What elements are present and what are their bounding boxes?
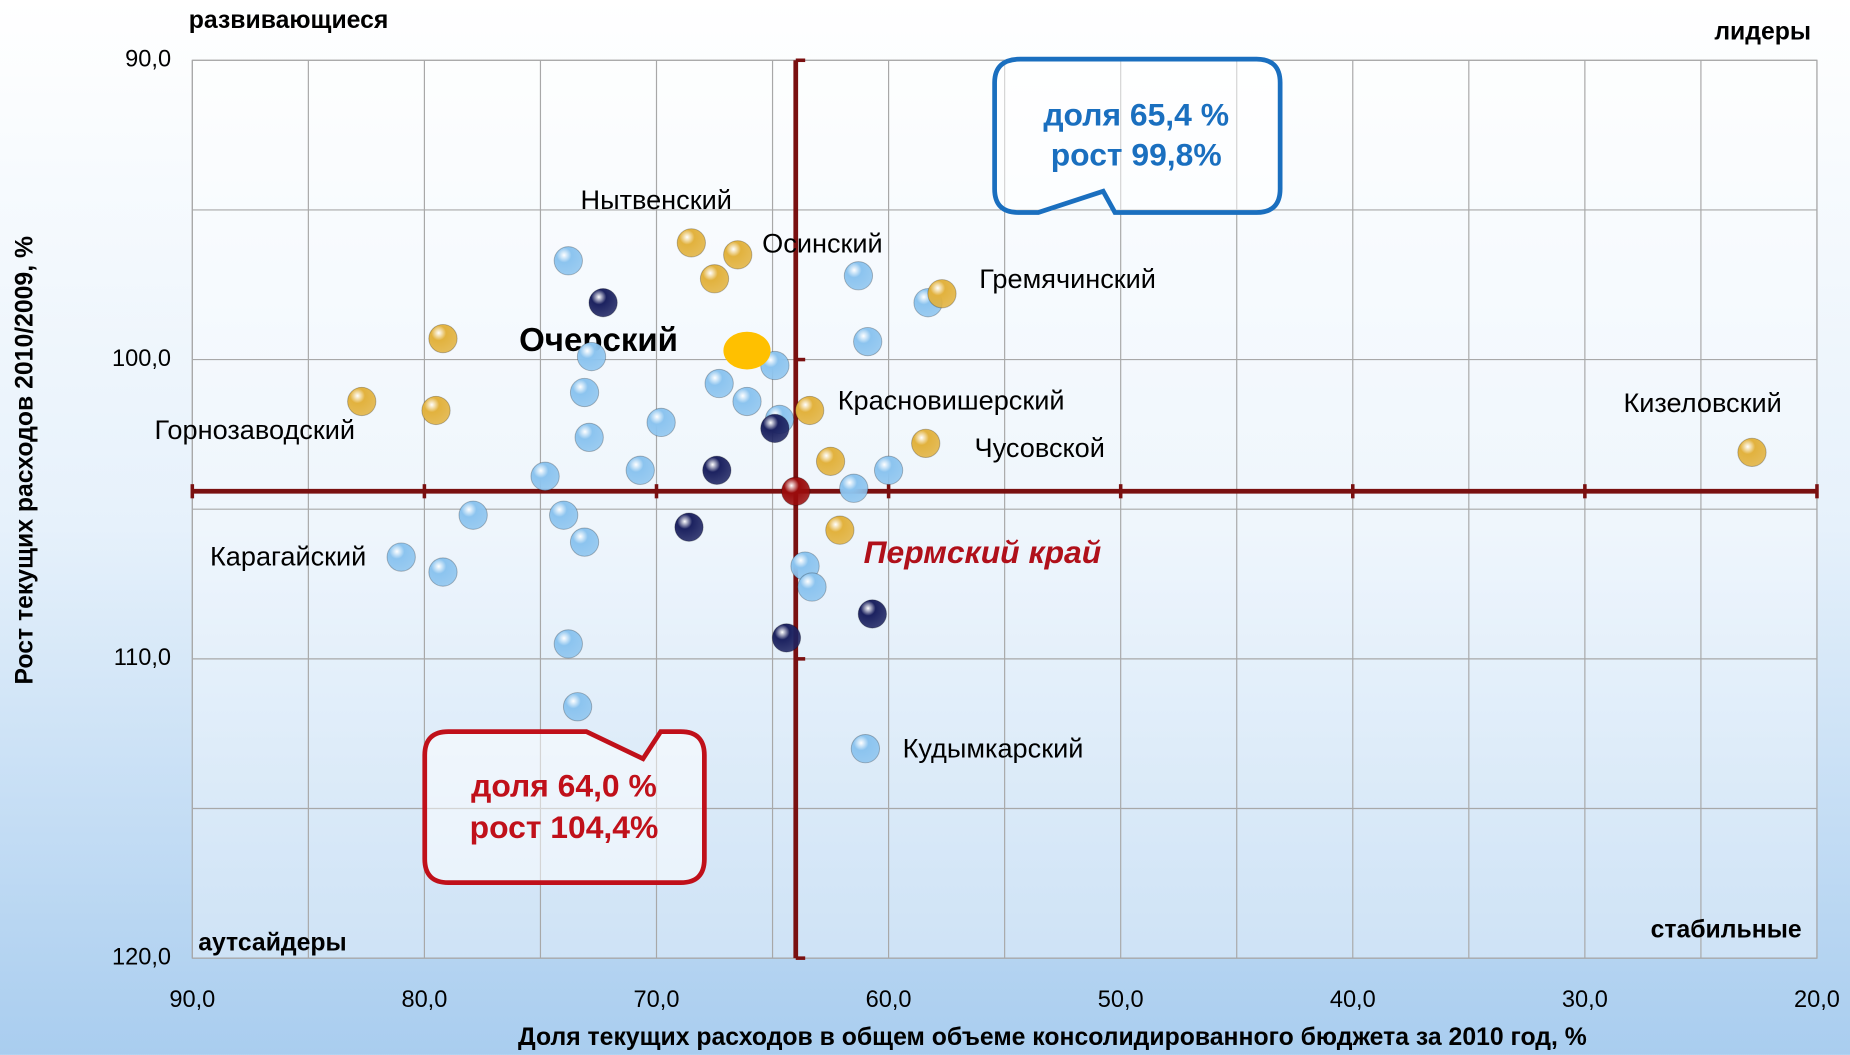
x-tick-label: 20,0 bbox=[1794, 986, 1840, 1012]
point bbox=[699, 264, 730, 294]
point bbox=[732, 386, 762, 417]
point bbox=[569, 377, 600, 408]
callout-text: рост 104,4% bbox=[470, 809, 659, 845]
point bbox=[347, 386, 377, 417]
point bbox=[576, 341, 607, 372]
point bbox=[825, 515, 855, 545]
point bbox=[562, 692, 593, 722]
point bbox=[569, 527, 600, 557]
point bbox=[857, 599, 887, 629]
point bbox=[911, 428, 941, 458]
point bbox=[549, 500, 579, 530]
quadrant-label: развивающиеся bbox=[189, 7, 389, 34]
point bbox=[674, 512, 704, 542]
point bbox=[646, 407, 676, 438]
point-label: Гремячинский bbox=[979, 263, 1156, 294]
point-label: Осинский bbox=[762, 228, 883, 259]
callout-box bbox=[992, 56, 1283, 215]
point bbox=[386, 542, 416, 572]
point bbox=[1737, 437, 1767, 467]
point bbox=[588, 288, 618, 318]
quadrant-label: аутсайдеры bbox=[198, 930, 347, 957]
point bbox=[927, 279, 957, 309]
point bbox=[574, 422, 604, 453]
x-tick-label: 40,0 bbox=[1330, 986, 1376, 1012]
point bbox=[704, 368, 734, 399]
point-label: Нытвенский bbox=[580, 184, 731, 215]
point bbox=[530, 461, 560, 491]
point bbox=[873, 455, 904, 485]
point-label: Карагайский bbox=[210, 540, 366, 571]
point bbox=[795, 395, 825, 426]
point bbox=[625, 455, 655, 485]
x-tick-label: 70,0 bbox=[634, 986, 680, 1012]
point-label: Красновишерский bbox=[838, 385, 1065, 416]
y-tick-label: 120,0 bbox=[112, 943, 171, 969]
point bbox=[553, 629, 583, 659]
point bbox=[458, 500, 488, 530]
point-label: Пермский край bbox=[864, 534, 1102, 570]
x-tick-label: 80,0 bbox=[401, 986, 447, 1012]
point bbox=[760, 413, 790, 444]
point bbox=[723, 240, 753, 270]
point bbox=[676, 228, 706, 258]
point-label: Кизеловский bbox=[1623, 387, 1781, 418]
callout-text: рост 99,8% bbox=[1051, 136, 1222, 172]
point bbox=[843, 261, 874, 291]
point bbox=[428, 323, 458, 354]
quadrant-label: стабильные bbox=[1651, 917, 1802, 944]
point-label: Горнозаводский bbox=[155, 414, 355, 445]
point bbox=[428, 557, 458, 587]
x-tick-label: 60,0 bbox=[866, 986, 912, 1012]
point bbox=[421, 395, 451, 426]
x-tick-label: 50,0 bbox=[1098, 986, 1144, 1012]
point-label: Кудымкарский bbox=[903, 733, 1084, 764]
point bbox=[771, 623, 802, 653]
point-label: Чусовской bbox=[975, 432, 1105, 463]
point bbox=[853, 326, 883, 357]
callout-text: доля 64,0 % bbox=[471, 768, 657, 804]
x-tick-label: 30,0 bbox=[1562, 986, 1608, 1012]
quadrant-label: лидеры bbox=[1714, 19, 1811, 46]
point bbox=[797, 572, 827, 602]
y-tick-label: 90,0 bbox=[125, 46, 171, 72]
point bbox=[553, 246, 583, 276]
point bbox=[702, 455, 732, 485]
y-tick-label: 100,0 bbox=[112, 345, 171, 371]
y-axis-label: Рост текущих расходов 2010/2009, % bbox=[12, 236, 39, 684]
x-axis-label: Доля текущих расходов в общем объеме кон… bbox=[518, 1024, 1587, 1051]
callout-box bbox=[422, 729, 707, 885]
highlight-point bbox=[723, 331, 771, 370]
x-tick-label: 90,0 bbox=[169, 986, 215, 1012]
y-tick-label: 110,0 bbox=[114, 644, 171, 670]
point bbox=[815, 446, 846, 476]
point bbox=[781, 476, 811, 506]
point bbox=[850, 734, 881, 764]
callout-text: доля 65,4 % bbox=[1043, 96, 1229, 132]
point bbox=[839, 473, 869, 503]
